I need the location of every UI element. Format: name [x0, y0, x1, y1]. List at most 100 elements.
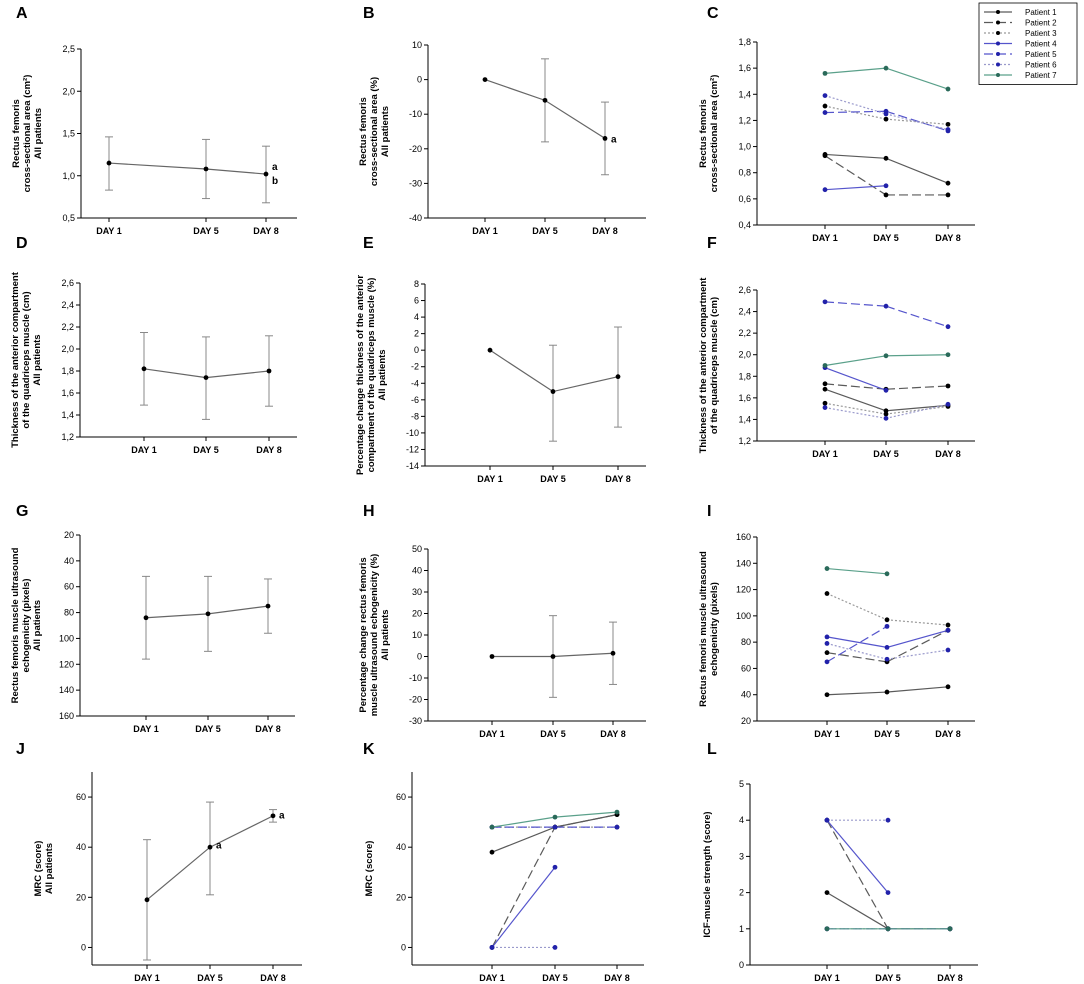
y-tick-label: 30: [412, 587, 422, 597]
y-axis-title: Thickness of the anterior compartment: [10, 271, 21, 448]
y-tick-label: 40: [412, 566, 422, 576]
y-axis-title: echogenicity (pixels): [21, 579, 32, 673]
x-tick-label: DAY 8: [935, 233, 961, 243]
x-tick-label: DAY 8: [600, 729, 626, 739]
mean-point: [550, 389, 556, 394]
series-segment: [824, 301, 887, 307]
series-segment: [554, 814, 618, 828]
series-point: [824, 650, 830, 656]
x-tick-label: DAY 5: [875, 973, 901, 983]
y-axis-title: MRC (score): [33, 841, 44, 897]
series-patient-6: [489, 945, 558, 950]
series-segment: [885, 385, 949, 390]
y-axis-title: Rectus femoris: [698, 99, 709, 168]
series-point: [945, 647, 951, 653]
y-tick-label: 2,4: [61, 300, 74, 310]
y-tick-label: 60: [741, 663, 751, 673]
series-segment: [826, 892, 889, 930]
y-tick-label: 5: [739, 779, 744, 789]
series-segment: [491, 826, 556, 948]
y-tick-label: -10: [409, 673, 422, 683]
legend-entry: Patient 6: [984, 61, 1057, 70]
legend-entry: Patient 3: [984, 29, 1057, 38]
series-point: [552, 824, 558, 830]
y-tick-label: 2: [414, 329, 419, 339]
y-tick-label: 0: [414, 345, 419, 355]
series-patient-4: [489, 864, 558, 950]
y-axis-title: Rectus femoris muscle ultrasound: [10, 547, 21, 703]
series-point: [945, 180, 951, 186]
y-tick-label: 1,8: [738, 37, 751, 47]
x-tick-label: DAY 5: [874, 729, 900, 739]
legend-label: Patient 1: [1025, 8, 1057, 17]
series-point: [614, 809, 620, 815]
panel-k: K 0 20 40 60 DAY 1 DAY 5 DAY 8 MRC (score): [363, 741, 644, 983]
series-point: [945, 121, 951, 127]
series-point: [947, 926, 953, 932]
y-tick-label: 100: [736, 611, 751, 621]
y-axis-title: of the quadriceps muscle (cm): [21, 291, 32, 428]
mean-point: [263, 171, 269, 177]
x-tick-label: DAY 8: [260, 973, 286, 983]
y-axis-title: echogenicity (pixels): [709, 582, 720, 676]
x-tick-label: DAY 8: [255, 724, 281, 734]
series-point: [884, 617, 890, 623]
series-point: [884, 689, 890, 695]
y-tick-label: 0,4: [738, 220, 751, 230]
y-tick-label: 20: [64, 530, 74, 540]
series-segment: [885, 110, 949, 132]
mean-point: [207, 844, 213, 850]
y-tick-label: 2,0: [62, 86, 75, 96]
y-tick-label: -2: [411, 362, 419, 372]
panel-letter: A: [16, 5, 28, 22]
series-segment: [824, 388, 887, 412]
x-tick-label: DAY 8: [592, 226, 618, 236]
x-tick-label: DAY 5: [873, 449, 899, 459]
panel-letter: C: [707, 5, 719, 22]
y-axis-title: cross-sectional area (%): [369, 77, 380, 186]
series-segment: [824, 383, 887, 390]
y-tick-label: 4: [414, 312, 419, 322]
significance-mark: a: [611, 134, 617, 145]
legend-marker: [996, 52, 1000, 56]
series-segment: [826, 819, 889, 893]
series-patient-7: [824, 566, 890, 577]
series-segment: [824, 153, 887, 159]
y-tick-label: 1,2: [738, 115, 751, 125]
mean-point: [266, 368, 272, 374]
mean-point: [542, 97, 548, 103]
mean-line: [489, 349, 619, 393]
series-point: [822, 299, 828, 305]
y-tick-label: 60: [64, 582, 74, 592]
y-tick-label: 20: [76, 892, 86, 902]
series-point: [945, 401, 951, 407]
series-patient-1: [822, 152, 951, 186]
legend-label: Patient 7: [1025, 71, 1057, 80]
y-axis-title: All patients: [44, 843, 55, 894]
mean-point: [106, 160, 112, 166]
series-point: [824, 692, 830, 698]
y-tick-label: -30: [409, 716, 422, 726]
mean-point: [610, 650, 616, 656]
series-patient-6: [822, 401, 951, 421]
x-tick-label: DAY 8: [256, 445, 282, 455]
panel-f: F 1,2 1,4 1,6 1,8 2,0 2,2 2,4 2,6 DAY 1 DAY 5 DAY 8…: [698, 235, 975, 459]
series-point: [945, 627, 951, 633]
y-tick-label: 80: [741, 637, 751, 647]
legend-entry: Patient 4: [984, 40, 1057, 49]
series-point: [822, 381, 828, 387]
panel-letter: F: [707, 235, 717, 252]
panel-letter: K: [363, 741, 375, 758]
legend-marker: [996, 73, 1000, 77]
series-patient-7: [822, 352, 951, 368]
panel-letter: E: [363, 235, 374, 252]
x-tick-label: DAY 8: [605, 474, 631, 484]
x-tick-label: DAY 1: [479, 973, 505, 983]
series-patient-5: [822, 299, 951, 330]
series-point: [822, 363, 828, 368]
y-tick-label: 2,0: [738, 350, 751, 360]
series-point: [824, 566, 830, 571]
series-segment: [885, 67, 949, 90]
series-point: [489, 945, 495, 950]
x-tick-label: DAY 1: [479, 729, 505, 739]
